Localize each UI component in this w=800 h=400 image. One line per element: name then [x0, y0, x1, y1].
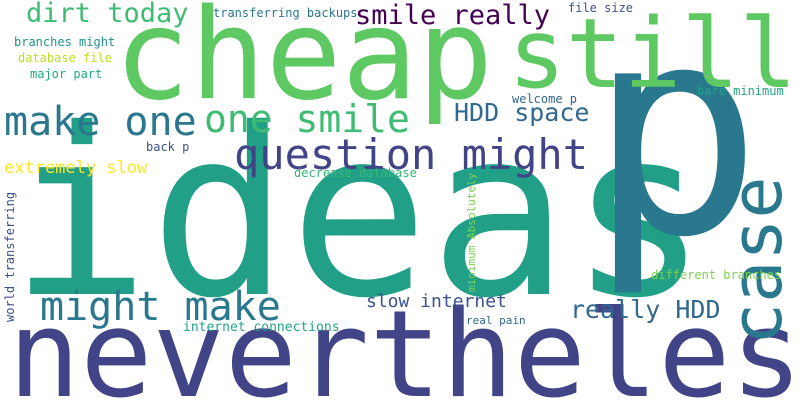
- word-one-smile: one smile: [204, 100, 410, 138]
- word-case: case: [722, 176, 792, 345]
- word-world-transferring: world transferring: [4, 192, 16, 322]
- word-slow-internet: slow internet: [366, 293, 507, 311]
- word-file-size: file size: [568, 2, 633, 14]
- word-really-hdd: really HDD: [570, 297, 721, 322]
- word-dirt-today: dirt today: [26, 0, 189, 27]
- word-bare-minimum: bare minimum: [697, 85, 784, 97]
- word-transferring-backups: transferring backups: [213, 7, 358, 19]
- word-welcome-p: welcome p: [512, 93, 577, 105]
- word-major-part: major part: [30, 68, 102, 80]
- word-back-p: back p: [146, 141, 189, 153]
- word-extremely-slow: extremely slow: [4, 160, 147, 177]
- word-different-branches: different branches: [651, 269, 781, 281]
- word-real-pain: real pain: [466, 315, 526, 326]
- word-smile-really: smile really: [355, 2, 550, 29]
- word-database-file: database file: [18, 52, 112, 64]
- word-make-one: make one: [4, 102, 197, 142]
- word-decrease-database: decrease database: [294, 167, 417, 179]
- word-minimum-absolutely: minimum Absolutely: [466, 173, 477, 292]
- word-branches-might: branches might: [14, 36, 115, 48]
- word-internet-connections: internet connections: [183, 321, 340, 334]
